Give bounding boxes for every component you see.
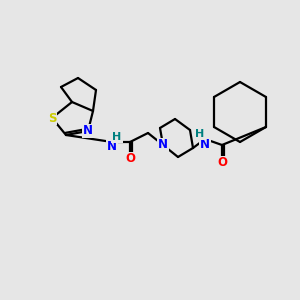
Text: N: N [83, 124, 93, 137]
Text: O: O [217, 157, 227, 169]
Text: O: O [125, 152, 135, 166]
Text: N: N [200, 137, 210, 151]
Text: N: N [158, 139, 168, 152]
Text: H: H [112, 132, 122, 142]
Text: H: H [195, 129, 205, 139]
Text: N: N [107, 140, 117, 154]
Text: S: S [48, 112, 56, 124]
